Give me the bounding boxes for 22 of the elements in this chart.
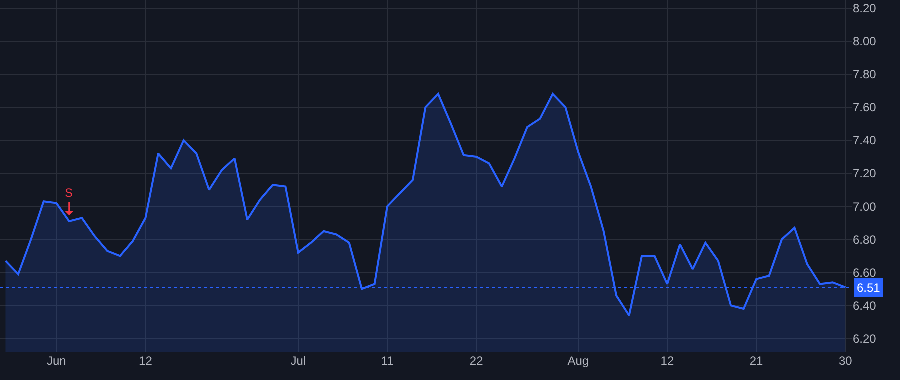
y-tick-label: 8.20 xyxy=(853,1,877,16)
y-tick-label: 8.00 xyxy=(853,34,877,49)
y-tick-label: 7.00 xyxy=(853,200,877,214)
x-tick-label: 21 xyxy=(750,354,764,368)
x-tick-label: Jul xyxy=(290,354,306,368)
x-tick-label: 11 xyxy=(381,354,394,368)
y-tick-label: 6.60 xyxy=(853,266,877,280)
y-tick-label: 7.80 xyxy=(853,68,877,82)
x-tick-label: Aug xyxy=(568,354,590,368)
x-tick-label: 30 xyxy=(838,354,853,368)
ref-line-label: 6.51 xyxy=(857,281,881,295)
y-tick-label: 6.40 xyxy=(853,298,877,313)
y-tick-label: 7.60 xyxy=(853,100,877,115)
x-tick-label: 22 xyxy=(470,354,484,368)
y-tick-label: 6.20 xyxy=(853,332,877,346)
y-tick-label: 7.20 xyxy=(853,166,877,181)
x-tick-label: 12 xyxy=(139,354,153,368)
annotation: S xyxy=(65,186,74,200)
x-tick-label: Jun xyxy=(46,354,66,368)
x-tick-label: 12 xyxy=(660,354,674,368)
y-tick-label: 6.80 xyxy=(853,232,877,247)
y-tick-label: 7.40 xyxy=(853,134,877,148)
